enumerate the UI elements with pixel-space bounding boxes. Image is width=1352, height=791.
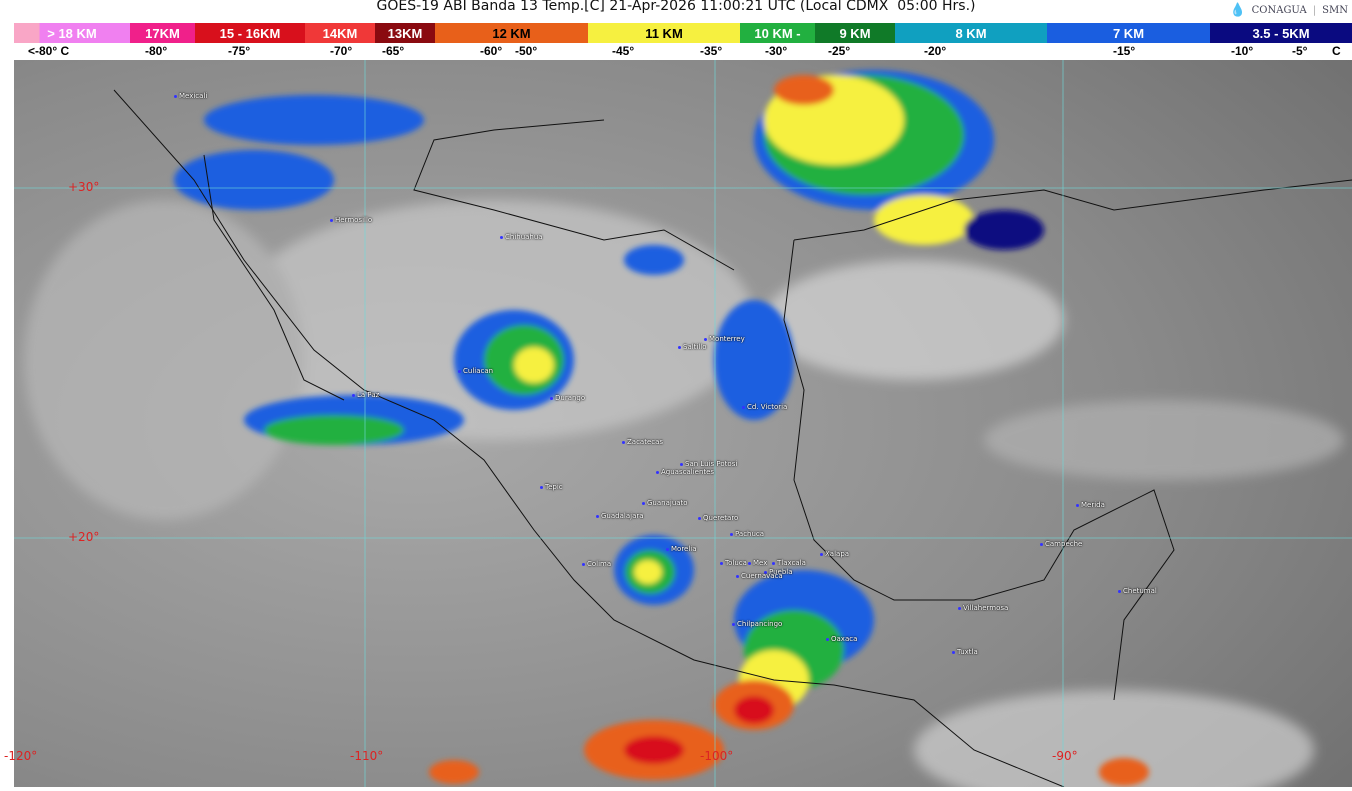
city-label: San Luis Potosi: [680, 460, 737, 468]
city-label: Guadalajara: [596, 512, 644, 520]
legend-temperature: -60°: [480, 44, 503, 58]
legend-segment: 7 KM: [1047, 23, 1210, 43]
legend-temperature: -5°: [1292, 44, 1308, 58]
city-label: Zacatecas: [622, 438, 663, 446]
cloud-top-region: [264, 415, 404, 445]
cloud-top-region: [624, 245, 684, 275]
city-label: Durango: [550, 394, 585, 402]
city-label: Chihuahua: [500, 233, 543, 241]
legend-segment: 17KM: [130, 23, 195, 43]
city-label: Chilpancingo: [732, 620, 782, 628]
legend-temperature: -70°: [330, 44, 353, 58]
agency-logos: 💧 CONAGUA | SMN: [1229, 3, 1348, 18]
legend-segment: 15 - 16KM: [195, 23, 305, 43]
cloud-top-region: [204, 95, 424, 145]
satellite-image: [14, 60, 1352, 791]
city-label: Mex: [748, 559, 767, 567]
cloud-top-region: [874, 195, 974, 245]
city-label: Oaxaca: [826, 635, 857, 643]
cloud-top-region: [174, 150, 334, 210]
legend-temperature: -30°: [765, 44, 788, 58]
legend-temperature: -10°: [1231, 44, 1254, 58]
legend-temperature: <-80° C: [28, 44, 70, 58]
latitude-label-20: +20°: [68, 530, 100, 544]
longitude-label-120: -120°: [4, 749, 38, 763]
conagua-logo-icon: 💧: [1229, 3, 1246, 18]
cloud-top-region: [774, 75, 834, 105]
cloud-top-region: [734, 696, 774, 724]
legend-temperature: -20°: [924, 44, 947, 58]
legend-temperature: -35°: [700, 44, 723, 58]
color-legend: > 18 KM 17KM 15 - 16KM 14KM 13KM 12 KM 11 KM 10…: [14, 23, 1352, 43]
legend-temperature: -75°: [228, 44, 251, 58]
legend-temperature: -45°: [612, 44, 635, 58]
city-label: Monterrey: [704, 335, 745, 343]
city-label: Cuernavaca: [736, 572, 783, 580]
longitude-label-90: -90°: [1052, 749, 1078, 763]
longitude-label-100: -100°: [700, 749, 734, 763]
city-label: Mexicali: [174, 92, 207, 100]
legend-temperature: -50°: [515, 44, 538, 58]
cloud-top-region: [1099, 758, 1149, 786]
legend-segment: 11 KM: [588, 23, 740, 43]
city-label: Aguascalientes: [656, 468, 714, 476]
city-label: Colima: [582, 560, 611, 568]
city-label: Cd. Victoria: [742, 403, 787, 411]
city-label: Merida: [1076, 501, 1105, 509]
legend-segment: 10 KM -: [740, 23, 815, 43]
city-label: Culiacan: [458, 367, 493, 375]
city-label: La Paz: [352, 391, 379, 399]
satellite-map[interactable]: +30° +20° -120° -110° -100° -90° Mexical…: [4, 60, 1352, 791]
conagua-logo: CONAGUA: [1251, 5, 1307, 16]
temperature-scale: <-80° C -80° -75° -70° -65° -60° -50° -45° -35° -…: [0, 44, 1352, 60]
city-label: Tepic: [540, 483, 563, 491]
city-label: Morelia: [666, 545, 697, 553]
cloud-top-region: [514, 347, 554, 383]
legend-segment: > 18 KM: [14, 23, 130, 43]
legend-segment: 14KM: [305, 23, 375, 43]
legend-segment: 12 KM: [435, 23, 588, 43]
city-label: Tlaxcala: [772, 559, 806, 567]
city-label: Queretaro: [698, 514, 738, 522]
cloud-top-region: [714, 300, 794, 420]
cloud-top-region: [429, 760, 479, 784]
city-label: Pachuca: [730, 530, 764, 538]
legend-temperature: C: [1332, 44, 1341, 58]
city-label: Xalapa: [820, 550, 849, 558]
cloud-top-region: [624, 736, 684, 764]
legend-segment: 13KM: [375, 23, 435, 43]
smn-logo: SMN: [1322, 5, 1348, 16]
latitude-label-30: +30°: [68, 180, 100, 194]
city-label: Campeche: [1040, 540, 1082, 548]
legend-segment: 8 KM: [895, 23, 1047, 43]
cloud-top-region: [634, 560, 662, 584]
legend-temperature: -80°: [145, 44, 168, 58]
graticule: [14, 60, 1352, 787]
city-label: Hermosillo: [330, 216, 372, 224]
city-label: Guanajuato: [642, 499, 688, 507]
longitude-label-110: -110°: [350, 749, 384, 763]
image-title: GOES-19 ABI Banda 13 Temp.[C] 21-Apr-202…: [376, 0, 976, 14]
city-label: Toluca: [720, 559, 747, 567]
city-label: Tuxtla: [952, 648, 978, 656]
legend-temperature: -65°: [382, 44, 405, 58]
legend-segment: 9 KM: [815, 23, 895, 43]
city-label: Chetumal: [1118, 587, 1157, 595]
legend-temperature: -25°: [828, 44, 851, 58]
city-label: Villahermosa: [958, 604, 1008, 612]
city-label: Saltillo: [678, 343, 707, 351]
legend-segment: 3.5 - 5KM: [1210, 23, 1352, 43]
cloud-top-region: [964, 210, 1044, 250]
legend-temperature: -15°: [1113, 44, 1136, 58]
coastlines: [113, 89, 1352, 788]
